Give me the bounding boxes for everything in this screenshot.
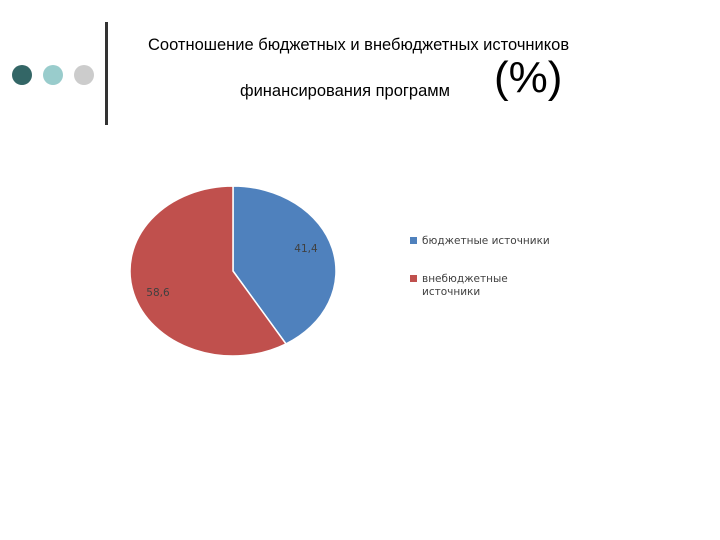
chart-title-unit: (%): [494, 53, 563, 102]
pie-value-label: 58,6: [146, 287, 170, 299]
legend-label: внебюджетные: [422, 273, 508, 285]
decorative-dot-light-teal: [43, 65, 63, 85]
legend-swatch: [410, 237, 417, 244]
decorative-dot-gray: [74, 65, 94, 85]
pie-slice-extrabudget: [129, 185, 288, 357]
decorative-dot-dark: [12, 65, 32, 85]
pie-slice-budget: [232, 185, 337, 345]
legend-label: бюджетные источники: [422, 235, 550, 247]
legend-label: источники: [422, 286, 480, 298]
legend-swatch: [410, 275, 417, 282]
pie-value-label: 41,4: [294, 243, 318, 255]
decorative-divider-line: [105, 22, 108, 125]
chart-title-line-2: финансирования программ: [240, 82, 450, 100]
chart-title-line-1: Соотношение бюджетных и внебюджетных ист…: [148, 36, 570, 54]
